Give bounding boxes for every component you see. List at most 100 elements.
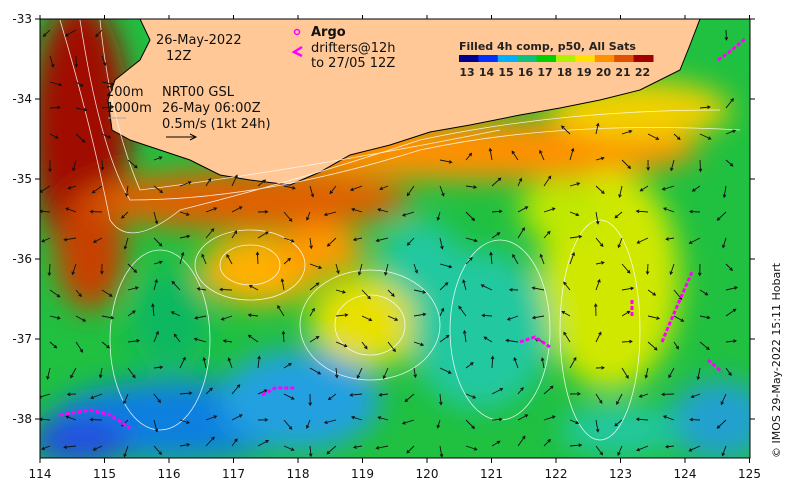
current-arrow-icon (205, 387, 213, 395)
current-arrow-icon (205, 415, 218, 421)
current-arrow-icon (595, 393, 603, 404)
current-arrow-icon (323, 211, 337, 217)
colorbar-tick-label: 19 (576, 66, 591, 79)
current-arrow-icon (699, 315, 711, 320)
current-arrow-icon (439, 159, 453, 164)
lat-tick-label: -37 (12, 332, 32, 346)
current-arrow-icon (89, 209, 103, 214)
current-arrow-icon (439, 334, 450, 343)
current-arrow-icon (283, 237, 295, 243)
current-contours (59, 19, 741, 441)
current-arrow-icon (63, 445, 77, 449)
current-arrow-icon (101, 315, 115, 320)
current-arrow-icon (661, 185, 675, 191)
current-arrow-icon (40, 209, 51, 214)
current-arrow-icon (257, 355, 261, 369)
current-arrow-icon (277, 305, 285, 317)
current-arrow-icon (257, 440, 270, 447)
current-arrow-icon (491, 440, 501, 447)
current-arrow-icon (49, 55, 55, 68)
current-arrow-icon (90, 393, 103, 399)
current-arrow-icon (662, 207, 675, 213)
current-arrow-icon (257, 179, 267, 187)
lon-tick-label: 120 (416, 467, 439, 481)
current-arrow-icon (153, 260, 163, 265)
current-arrow-icon (75, 107, 88, 112)
current-arrow-icon (465, 211, 476, 222)
current-arrow-icon (673, 315, 685, 322)
current-arrow-icon (92, 237, 103, 243)
lat-tick-label: -33 (12, 12, 32, 26)
current-arrow-icon (621, 367, 629, 379)
current-arrow-icon (63, 237, 77, 242)
current-arrow-icon (349, 185, 363, 192)
current-arrow-icon (283, 419, 293, 430)
current-arrow-icon (47, 263, 52, 277)
current-arrow-icon (595, 211, 600, 225)
current-arrow-icon (255, 251, 260, 265)
current-arrow-icon (100, 263, 104, 275)
current-arrow-icon (569, 182, 581, 187)
current-arrow-icon (153, 237, 163, 247)
current-arrow-icon (722, 185, 727, 199)
current-arrow-icon (98, 367, 103, 379)
current-arrow-icon (543, 230, 551, 239)
current-arrow-icon (335, 263, 340, 275)
current-arrow-icon (647, 341, 658, 351)
current-arrow-icon (205, 436, 215, 447)
current-arrow-icon (513, 357, 519, 369)
current-arrow-icon (561, 311, 571, 317)
current-arrow-icon (491, 232, 501, 239)
current-arrow-icon (539, 253, 545, 265)
current-arrow-icon (153, 445, 163, 456)
current-arrow-icon (205, 177, 212, 187)
current-arrow-icon (491, 177, 502, 187)
current-arrow-icon (439, 367, 452, 374)
current-arrow-icon (668, 367, 675, 379)
current-arrow-icon (699, 105, 711, 110)
current-arrow-icon (635, 417, 649, 422)
lat-tick-label: -36 (12, 252, 32, 266)
current-arrow-icon (384, 263, 389, 276)
current-arrow-icon (123, 445, 129, 458)
current-arrow-icon (647, 289, 657, 296)
lon-tick-label: 119 (351, 467, 374, 481)
current-arrow-icon (42, 29, 51, 37)
current-arrow-icon (95, 29, 103, 38)
current-arrow-icon (563, 281, 571, 291)
current-arrow-icon (153, 278, 158, 291)
current-arrow-icon (283, 363, 292, 369)
current-arrow-icon (644, 367, 649, 379)
current-arrow-icon (100, 159, 105, 171)
plot-frame (39, 18, 751, 459)
current-arrow-icon (531, 286, 545, 291)
colorbar-segment (517, 55, 538, 62)
current-arrow-icon (491, 388, 504, 395)
current-arrow-icon (618, 185, 623, 199)
current-arrow-icon (725, 97, 734, 109)
current-arrow-icon (689, 209, 701, 214)
current-arrow-icon (413, 341, 425, 347)
current-arrow-icon (720, 393, 727, 406)
current-arrow-icon (699, 133, 712, 140)
current-arrow-icon (257, 209, 269, 214)
current-arrow-icon (202, 356, 207, 369)
scale-arrow (166, 133, 198, 141)
current-arrow-icon (465, 152, 473, 161)
current-arrow-icon (352, 445, 363, 449)
current-arrow-icon (531, 315, 545, 320)
current-arrow-icon (490, 355, 495, 369)
current-arrow-icon (387, 315, 399, 321)
current-arrow-icon (283, 445, 295, 451)
current-arrow-icon (413, 289, 427, 294)
current-arrow-icon (349, 393, 363, 397)
current-arrow-icon (283, 257, 292, 265)
current-arrow-icon (170, 311, 181, 317)
current-arrow-icon (75, 341, 84, 353)
current-arrow-icon (323, 419, 337, 425)
current-arrow-icon (352, 237, 363, 242)
current-arrow-icon (543, 438, 552, 447)
current-arrow-icon (101, 81, 115, 86)
current-arrow-icon (283, 393, 295, 400)
current-arrow-icon (560, 125, 571, 135)
